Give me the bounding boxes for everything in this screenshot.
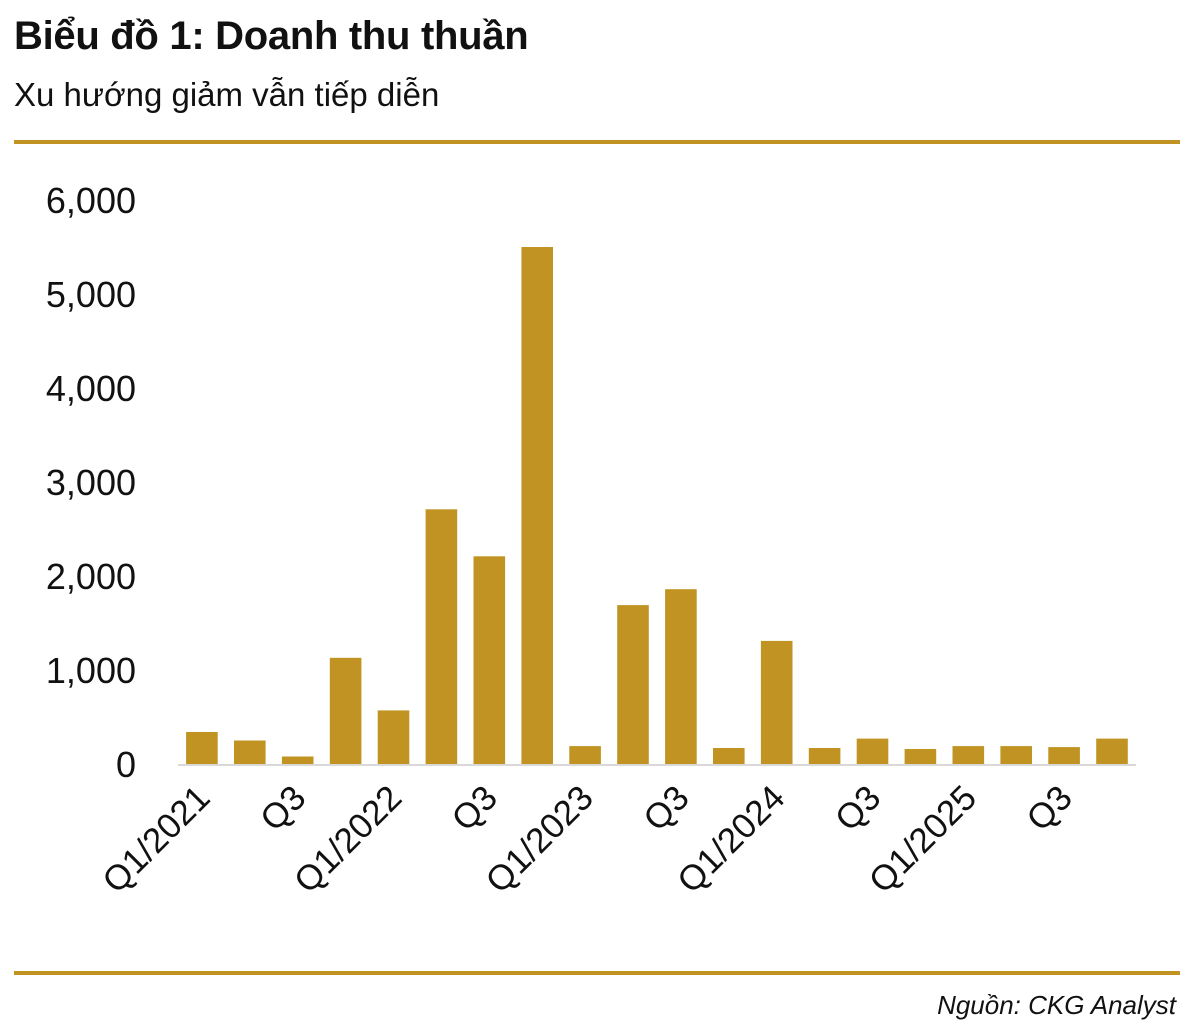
bar-series <box>186 247 1128 764</box>
y-tick-label: 5,000 <box>46 274 136 315</box>
bar <box>1048 747 1080 764</box>
x-tick-label: Q3 <box>444 778 505 839</box>
bar <box>904 749 937 764</box>
bar <box>473 556 506 764</box>
y-tick-label: 0 <box>116 744 136 785</box>
bar <box>1096 738 1128 764</box>
chart-subtitle: Xu hướng giảm vẫn tiếp diễn <box>14 76 440 113</box>
bar <box>713 748 745 764</box>
y-tick-label: 2,000 <box>46 556 136 597</box>
x-tick-label: Q3 <box>253 778 314 839</box>
bottom-divider <box>14 971 1180 975</box>
x-tick-label: Q1/2023 <box>478 778 601 901</box>
bar <box>329 657 362 764</box>
x-tick-label: Q1/2022 <box>287 778 410 901</box>
bar <box>521 247 553 764</box>
y-tick-label: 3,000 <box>46 462 136 503</box>
bar <box>1000 746 1032 764</box>
bar <box>186 732 218 764</box>
x-tick-label: Q3 <box>636 778 697 839</box>
x-tick-label: Q3 <box>1019 778 1080 839</box>
bar <box>234 740 266 764</box>
y-tick-label: 4,000 <box>46 368 136 409</box>
source-note: Nguồn: CKG Analyst <box>937 990 1176 1020</box>
x-tick-label: Q1/2025 <box>862 778 985 901</box>
x-tick-label: Q3 <box>828 778 889 839</box>
x-tick-label: Q1/2024 <box>670 778 793 901</box>
bar <box>856 738 889 764</box>
bar <box>952 746 985 764</box>
top-divider <box>14 140 1180 144</box>
bar <box>617 605 649 764</box>
chart-title: Biểu đồ 1: Doanh thu thuần <box>14 14 529 58</box>
bar <box>281 756 314 764</box>
bar <box>760 640 793 764</box>
y-tick-label: 1,000 <box>46 650 136 691</box>
bar <box>808 748 841 764</box>
bar <box>425 509 458 764</box>
bar <box>377 710 410 764</box>
bar <box>569 746 601 764</box>
y-axis-ticks: 0 1,000 2,000 3,000 4,000 5,000 6,000 <box>46 180 136 785</box>
y-tick-label: 6,000 <box>46 180 136 221</box>
bar <box>665 589 697 764</box>
x-tick-label: Q1/2021 <box>95 778 218 901</box>
